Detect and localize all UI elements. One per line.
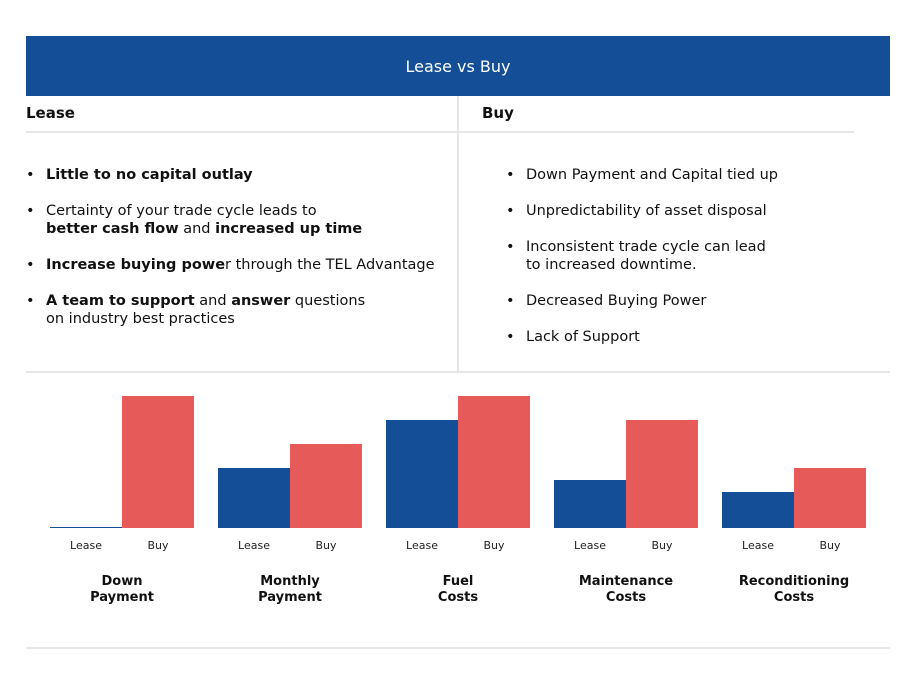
bullet-text: on industry best practices [46, 311, 235, 327]
bullet-text: Lack of Support [526, 329, 640, 345]
buy-bullet-item: Down Payment and Capital tied up [506, 166, 778, 184]
bar-label: Buy [819, 539, 841, 552]
bar-label: Lease [238, 539, 270, 552]
bullet-text: Certainty of your trade cycle leads to [46, 203, 317, 219]
bottom-divider [26, 647, 890, 649]
bar-label: Buy [147, 539, 169, 552]
column-divider [457, 96, 459, 372]
bar-lease [50, 527, 122, 528]
bar-lease [386, 420, 458, 528]
bar-label: Lease [574, 539, 606, 552]
bullet-text: Increase buying powe [46, 257, 226, 273]
bar-buy [122, 396, 194, 528]
category-label: Payment [90, 590, 154, 605]
lease-bullet-item: Certainty of your trade cycle leads to be… [26, 202, 435, 238]
bar-label: Buy [651, 539, 673, 552]
title-banner: Lease vs Buy [26, 36, 890, 96]
buy-divider [458, 131, 854, 133]
category-label: Costs [606, 590, 646, 605]
bar-lease [554, 480, 626, 528]
buy-list: Down Payment and Capital tied up Unpredic… [506, 166, 778, 364]
bullet-text: increased up time [215, 221, 363, 237]
bar-label: Buy [315, 539, 337, 552]
buy-bullet-item: Unpredictability of asset disposal [506, 202, 778, 220]
lease-list: Little to no capital outlay Certainty of … [26, 166, 435, 346]
bar-label: Lease [406, 539, 438, 552]
bar-lease [722, 492, 794, 528]
buy-bullet-item: Lack of Support [506, 328, 778, 346]
bullet-text: A team to support [46, 293, 195, 309]
bullet-text: and [194, 293, 232, 309]
bullet-text: Down Payment and Capital tied up [526, 167, 778, 183]
bar-lease [218, 468, 290, 528]
bar-buy [794, 468, 866, 528]
buy-bullet-item: Decreased Buying Power [506, 292, 778, 310]
bullet-text: answer [231, 293, 291, 309]
bar-buy [290, 444, 362, 528]
bullet-text: better cash flow [46, 221, 179, 237]
bar-label: Lease [70, 539, 102, 552]
bullet-text: and [178, 221, 216, 237]
lease-bullet-item: A team to support and answer questions on… [26, 292, 435, 328]
bar-buy [458, 396, 530, 528]
bullet-text: Decreased Buying Power [526, 293, 707, 309]
lease-divider [26, 131, 458, 133]
bullet-text: r through the TEL Advantage [225, 257, 435, 273]
lease-bullet-item: Increase buying power through the TEL Ad… [26, 256, 435, 274]
section-divider [26, 371, 890, 373]
bar-label: Buy [483, 539, 505, 552]
buy-bullet-item: Inconsistent trade cycle can lead to incr… [506, 238, 778, 274]
category-label: Fuel [443, 574, 474, 589]
bullet-text: to increased downtime. [526, 257, 697, 273]
category-label: Maintenance [579, 574, 673, 589]
bullet-text: Unpredictability of asset disposal [526, 203, 767, 219]
bullet-text: Inconsistent trade cycle can lead [526, 239, 766, 255]
category-label: Payment [258, 590, 322, 605]
lease-bullet-item: Little to no capital outlay [26, 166, 435, 184]
lease-heading: Lease [26, 104, 75, 122]
bar-label: Lease [742, 539, 774, 552]
page-title: Lease vs Buy [405, 56, 511, 76]
category-label: Costs [774, 590, 814, 605]
category-label: Reconditioning [739, 574, 849, 589]
category-label: Down [102, 574, 143, 589]
category-label: Costs [438, 590, 478, 605]
bullet-text: questions [290, 293, 366, 309]
bar-buy [626, 420, 698, 528]
bullet-text: Little to no capital outlay [46, 167, 253, 183]
buy-heading: Buy [482, 104, 514, 122]
category-label: Monthly [260, 574, 320, 589]
